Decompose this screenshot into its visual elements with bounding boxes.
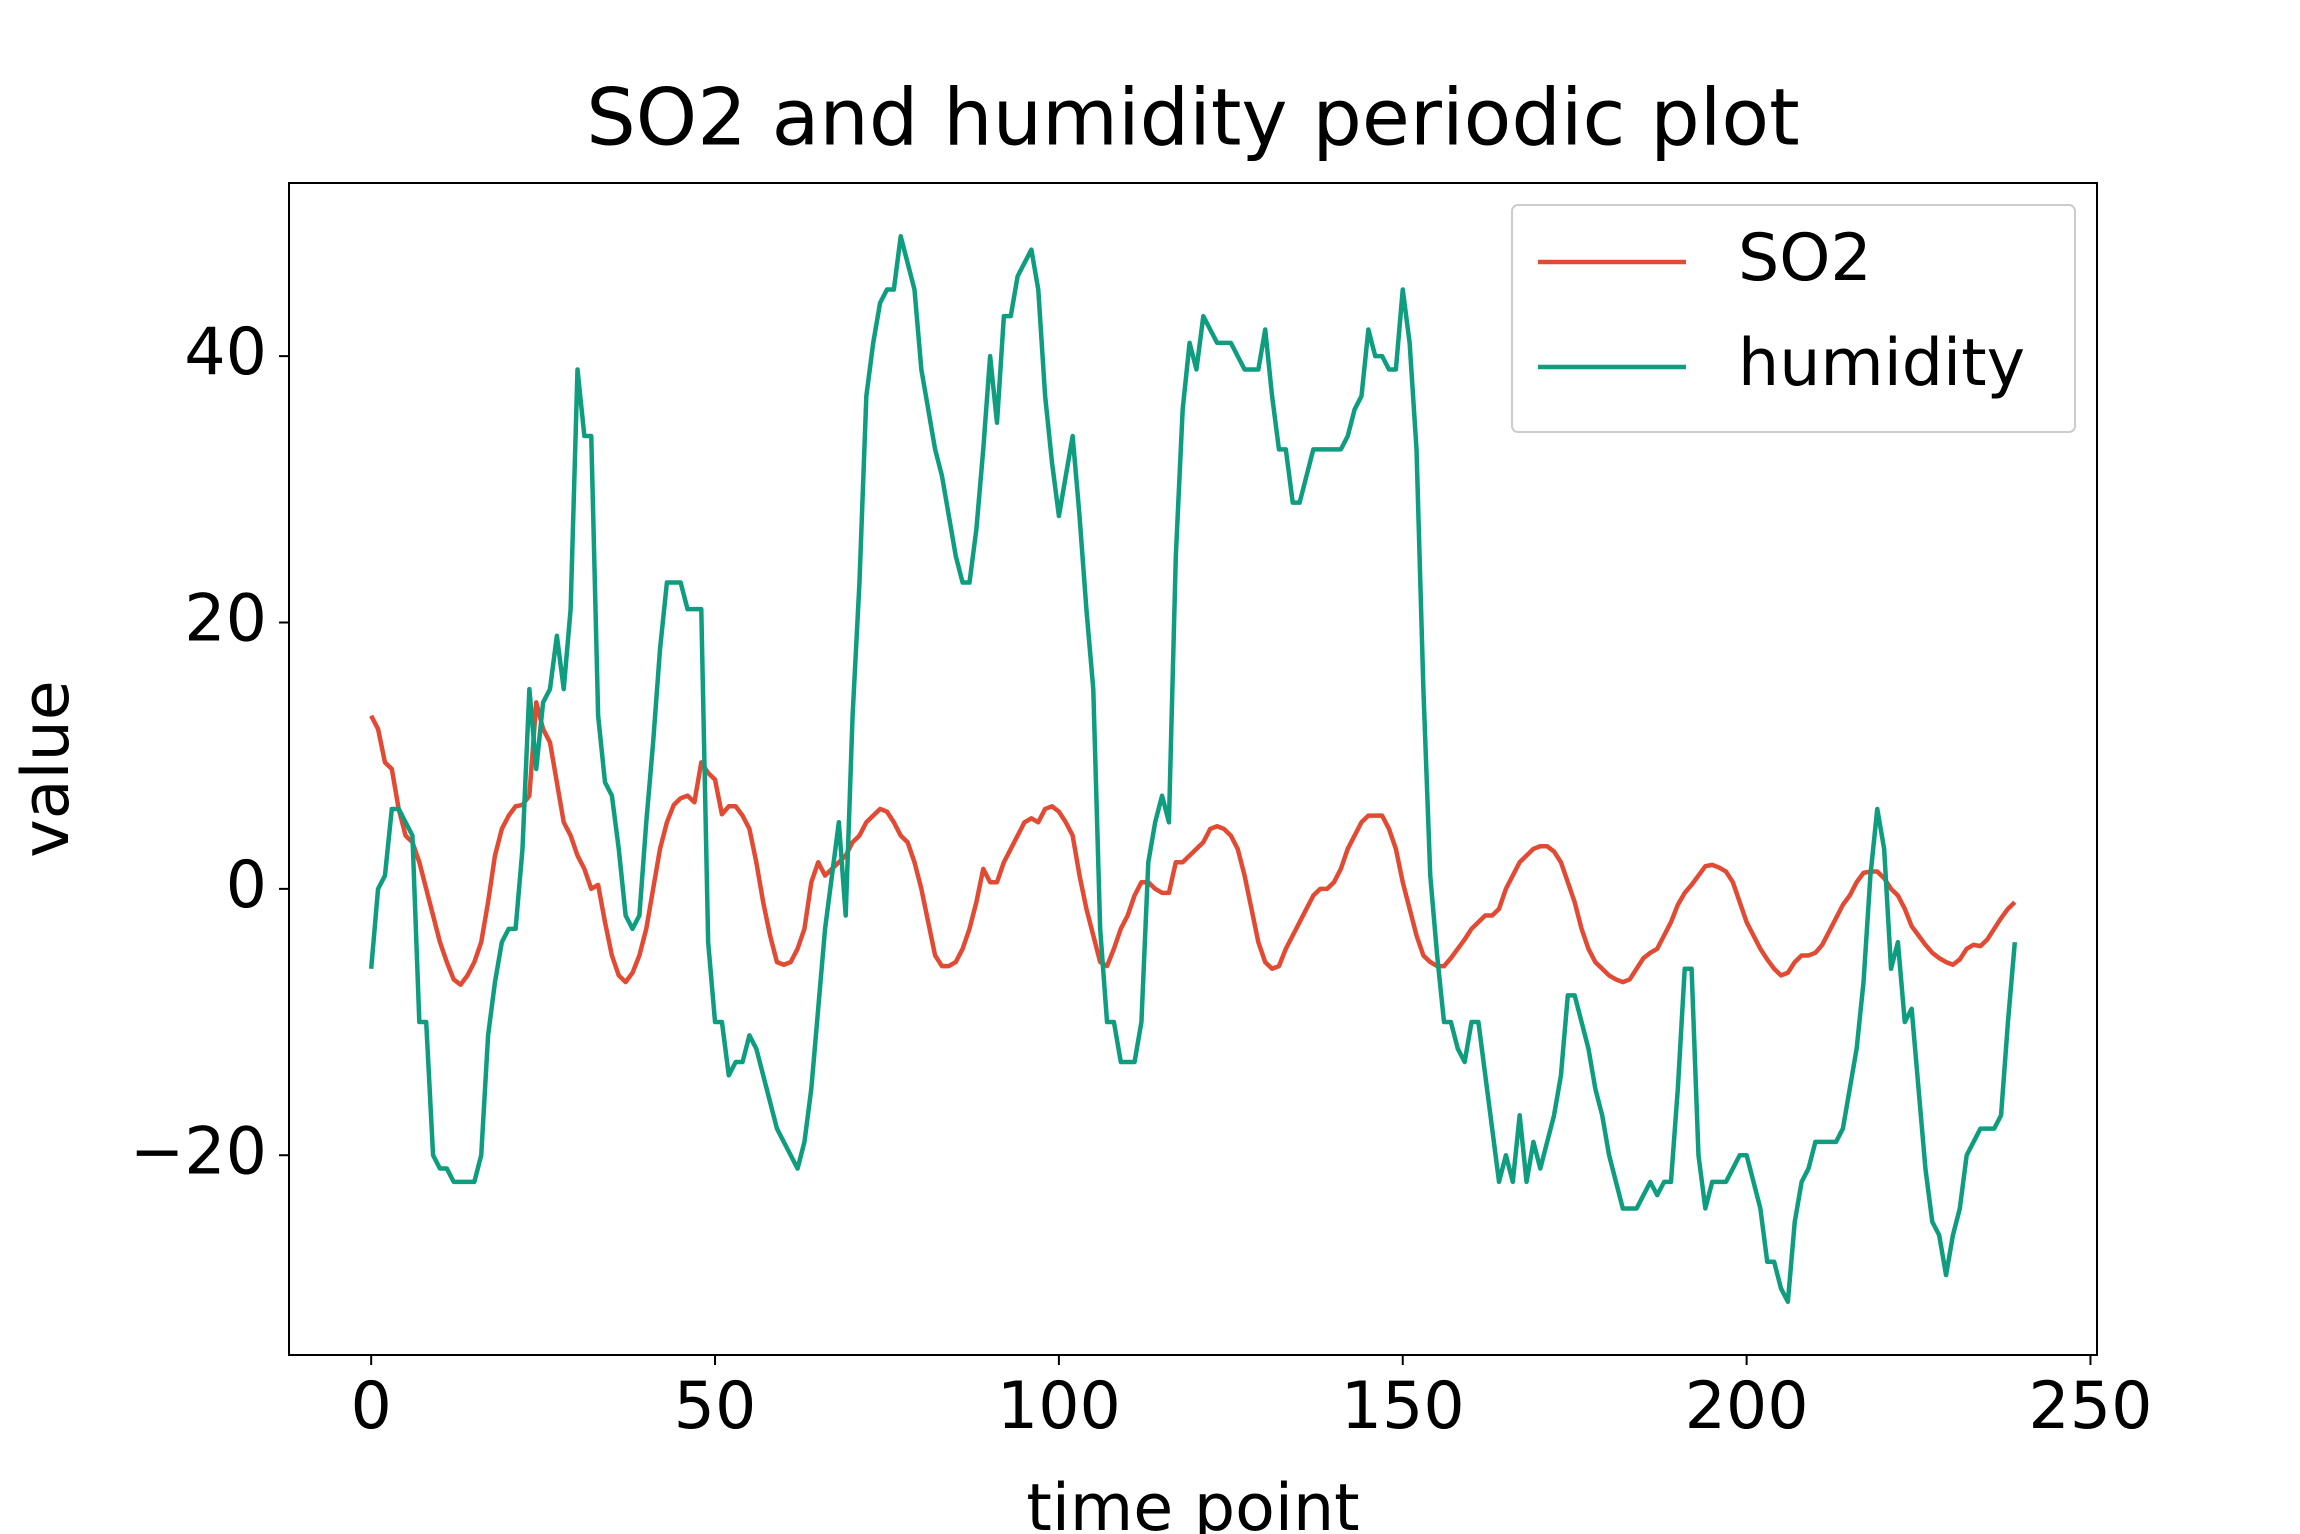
x-axis-label: time point — [1026, 1471, 1359, 1534]
y-tick-label: −20 — [130, 1114, 267, 1189]
y-tick-label: 20 — [184, 582, 267, 657]
x-tick-label: 100 — [997, 1369, 1121, 1444]
legend-label: SO2 — [1738, 221, 1872, 296]
x-tick-label: 50 — [674, 1369, 757, 1444]
data-line — [369, 700, 2017, 987]
plot-frame — [288, 182, 2098, 1356]
legend: SO2 humidity — [1511, 204, 2076, 433]
y-axis-label: value — [9, 680, 84, 858]
x-tick-label: 0 — [351, 1369, 392, 1444]
y-tick-label: 40 — [184, 315, 267, 390]
x-tick-label: 150 — [1341, 1369, 1465, 1444]
data-line — [368, 234, 2018, 1304]
legend-label: humidity — [1738, 326, 2025, 401]
y-tick-label: 0 — [226, 848, 267, 923]
x-tick-label: 250 — [2028, 1369, 2152, 1444]
x-tick-label: 200 — [1685, 1369, 1809, 1444]
chart-title: SO2 and humidity periodic plot — [586, 73, 1799, 163]
